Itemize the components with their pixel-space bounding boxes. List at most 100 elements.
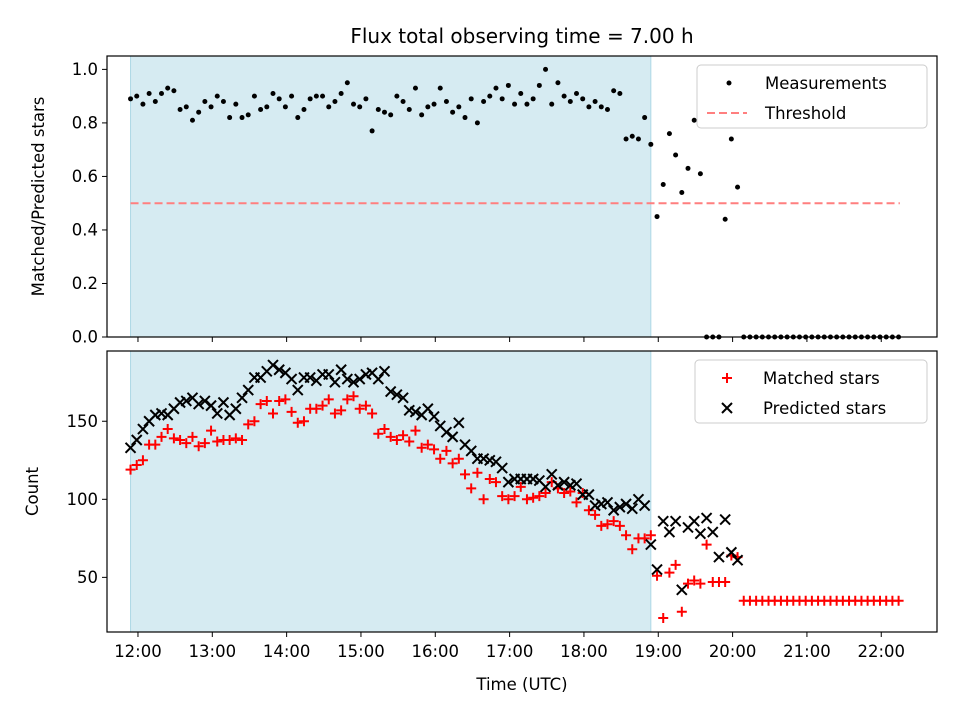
top-panel: 0.0 0.2 0.4 0.6 0.8 1.0 Matched/Predicted star… (29, 55, 938, 347)
measurement-point (462, 115, 468, 121)
predicted-star-point (397, 392, 409, 404)
matched-star-point (274, 395, 285, 406)
matched-star-point (156, 431, 167, 442)
predicted-star-point (409, 406, 422, 418)
matched-star-point (398, 430, 409, 441)
measurement-point (437, 85, 443, 91)
measurement-point (270, 90, 276, 96)
matched-star-point (329, 408, 340, 419)
predicted-star-point (651, 563, 663, 576)
measurement-point (258, 107, 264, 113)
legend-label: Threshold (764, 104, 846, 123)
series-matched-stars (125, 391, 904, 623)
measurement-point (499, 96, 505, 102)
matched-star-point (206, 425, 217, 436)
predicted-star-point (583, 488, 595, 501)
predicted-star-point (694, 527, 707, 540)
predicted-star-point (341, 373, 354, 385)
matched-star-point (676, 606, 687, 617)
measurement-point (580, 96, 586, 102)
matched-star-point (367, 408, 378, 419)
matched-star-point (484, 474, 495, 485)
measurement-point (697, 171, 703, 177)
matched-star-point (237, 434, 248, 445)
axes-frame (106, 55, 938, 338)
matched-star-point (168, 433, 179, 444)
measurement-point (450, 109, 456, 115)
x-tick-label: 14:00 (263, 642, 311, 661)
measurement-point (505, 82, 511, 88)
predicted-star-point (657, 515, 669, 527)
predicted-star-point (124, 442, 137, 454)
matched-star-point (639, 533, 650, 544)
x-tick-label: 22:00 (857, 642, 905, 661)
measurement-point (654, 214, 660, 220)
predicted-star-point (663, 526, 676, 538)
legend-box (694, 359, 928, 424)
matched-star-point (224, 434, 235, 445)
legend: Matched stars Predicted stars (694, 359, 928, 424)
matched-star-point (658, 612, 669, 623)
measurement-point (574, 90, 580, 96)
measurement-point (518, 90, 524, 96)
x-tick-label: 20:00 (709, 642, 757, 661)
matched-star-point (460, 469, 471, 480)
predicted-star-point (700, 512, 713, 524)
matched-star-point (602, 519, 613, 530)
matched-star-point (583, 505, 594, 516)
measurement-point (722, 216, 728, 222)
measurement-point (165, 85, 171, 91)
measurement-point (214, 93, 220, 99)
predicted-star-point (131, 434, 143, 446)
measurement-point (251, 93, 257, 99)
predicted-star-point (614, 501, 626, 513)
y-axis-label: Count (23, 466, 42, 516)
figure-title: Flux total observing time = 7.00 h (350, 24, 693, 48)
matched-star-point (286, 406, 297, 417)
predicted-star-point (669, 515, 682, 527)
measurement-point (735, 184, 741, 190)
predicted-star-point (378, 365, 391, 378)
predicted-star-point (638, 499, 651, 512)
measurement-point (183, 104, 189, 110)
measurement-point (443, 98, 449, 104)
legend-dot-icon (726, 80, 732, 86)
measurement-point (685, 165, 691, 171)
measurement-point (412, 85, 418, 91)
measurement-point (388, 112, 394, 118)
measurement-point (468, 96, 474, 102)
measurement-point (691, 117, 697, 123)
measurement-point (289, 93, 295, 99)
legend-box (696, 64, 928, 129)
measurement-point (487, 93, 493, 99)
matched-star-point (379, 424, 390, 435)
matched-star-point (645, 530, 656, 541)
x-tick-label: 21:00 (783, 642, 831, 661)
matched-star-point (478, 494, 489, 505)
matched-star-point (447, 458, 458, 469)
measurement-point (666, 131, 672, 137)
measurement-point (326, 104, 332, 110)
matched-star-point (453, 453, 464, 464)
measurement-point (227, 115, 233, 121)
measurement-point (128, 96, 134, 102)
measurement-point (134, 93, 140, 99)
matched-star-point (311, 403, 322, 414)
measurement-point (295, 115, 301, 121)
legend-label: Matched stars (763, 369, 880, 388)
matched-star-point (131, 459, 142, 470)
measurement-point (629, 133, 635, 139)
predicted-star-point (273, 364, 285, 376)
predicted-star-point (137, 423, 149, 435)
predicted-star-point (285, 373, 298, 385)
measurement-point (276, 96, 282, 102)
predicted-star-point (211, 407, 223, 420)
measurement-point (152, 98, 158, 104)
measurement-point (406, 107, 412, 113)
measurement-point (586, 104, 592, 110)
matched-star-point (565, 486, 576, 497)
measurement-point (351, 101, 357, 107)
y-axis-label: Matched/Predicted stars (29, 97, 48, 297)
matched-star-point (534, 491, 545, 502)
measurement-point (536, 82, 542, 88)
